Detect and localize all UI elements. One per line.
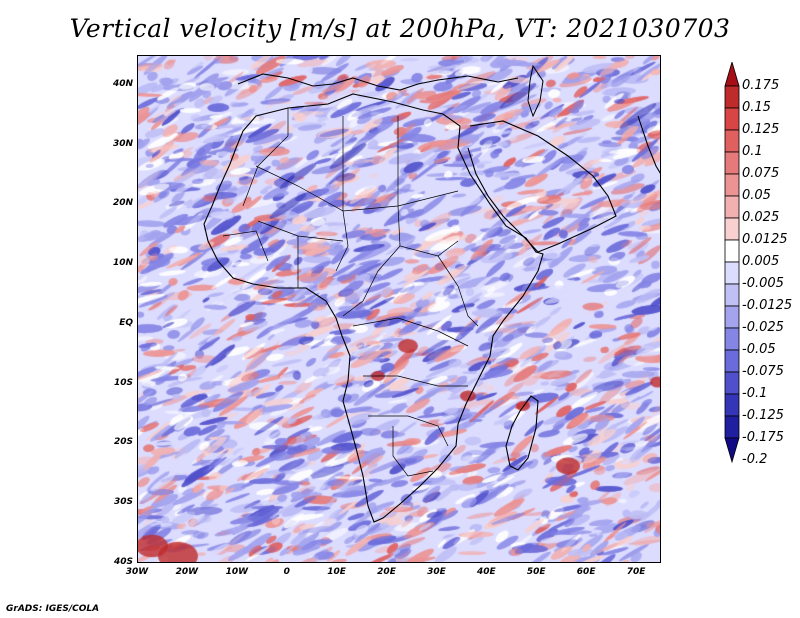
lat-label: 20S	[113, 437, 133, 448]
colorbar-swatch	[724, 261, 740, 285]
vertical-velocity-field	[138, 56, 660, 562]
lat-label: 40N	[112, 78, 133, 89]
lon-label: 60E	[576, 567, 596, 577]
colorbar-tick-label: 0.175	[742, 78, 780, 93]
colorbar-tick-label: 0.0125	[742, 232, 788, 247]
colorbar-tick-label: -0.025	[742, 320, 784, 335]
map-title: Vertical velocity [m/s] at 200hPa, VT: 2…	[69, 14, 731, 43]
lat-label: 10N	[112, 258, 133, 269]
colorbar-swatch	[724, 107, 740, 131]
africa-coastline	[203, 93, 544, 523]
colorbar-swatch	[724, 349, 740, 373]
grads-credit: GrADS: IGES/COLA	[6, 604, 100, 614]
colorbar-swatch	[724, 327, 740, 351]
india-coastline	[637, 115, 660, 174]
colorbar-tick-label: -0.005	[742, 276, 784, 291]
colorbar-swatch	[724, 305, 740, 329]
lat-label: EQ	[119, 317, 133, 328]
colorbar-tick-label: -0.2	[742, 452, 768, 467]
map-plot-area	[137, 55, 661, 563]
lon-label: 50E	[526, 567, 546, 577]
colorbar-swatch	[724, 62, 740, 87]
arabia-coastline	[467, 120, 617, 253]
lon-label: 10E	[327, 567, 346, 577]
lat-label: 20N	[112, 198, 133, 209]
colorbar-swatch	[724, 239, 740, 263]
lon-label: 0	[283, 567, 290, 577]
colorbar-tick-label: 0.1	[742, 144, 763, 159]
colorbar-swatch	[724, 173, 740, 197]
colorbar-tick-label: 0.05	[742, 188, 771, 203]
colorbar-tick-label: -0.125	[742, 408, 784, 423]
colorbar-swatch	[724, 151, 740, 175]
colorbar-tick-label: -0.05	[742, 342, 776, 357]
colorbar-swatch	[724, 393, 740, 417]
colorbar-swatch	[724, 129, 740, 153]
colorbar-tick-label: -0.175	[742, 430, 784, 445]
caspian-coastline	[527, 64, 544, 118]
colorbar-tick-label: 0.075	[742, 166, 780, 181]
lat-label: 40S	[113, 557, 133, 567]
madagascar-coastline	[505, 395, 539, 471]
europe-coastline	[237, 73, 519, 91]
lon-label: 40E	[476, 567, 496, 577]
colorbar-tick-label: 0.125	[742, 122, 780, 137]
lon-label: 20E	[377, 567, 396, 577]
colorbar-swatch	[724, 195, 740, 219]
lat-label: 30N	[112, 138, 133, 149]
colorbar-swatch	[724, 415, 740, 439]
lon-label: 20W	[175, 567, 199, 577]
colorbar-swatch	[724, 217, 740, 241]
colorbar-tick-label: 0.025	[742, 210, 780, 225]
lat-label: 30S	[113, 497, 133, 508]
colorbar-tick-label: -0.0125	[742, 298, 793, 313]
lon-label: 10W	[225, 567, 249, 577]
colorbar-tick-label: -0.075	[742, 364, 784, 379]
lon-label: 30W	[125, 567, 149, 577]
colorbar-swatch	[724, 437, 740, 464]
lon-label: 30E	[427, 567, 446, 577]
colorbar	[724, 62, 740, 464]
colorbar-tick-label: 0.15	[742, 100, 771, 115]
colorbar-tick-label: -0.1	[742, 386, 768, 401]
lat-label: 10S	[113, 377, 133, 388]
lon-label: 70E	[626, 567, 646, 577]
colorbar-swatch	[724, 371, 740, 395]
colorbar-swatch	[724, 85, 740, 109]
coastlines-and-borders	[203, 64, 660, 523]
colorbar-tick-label: 0.005	[742, 254, 780, 269]
colorbar-swatch	[724, 283, 740, 307]
country-borders	[222, 108, 479, 477]
